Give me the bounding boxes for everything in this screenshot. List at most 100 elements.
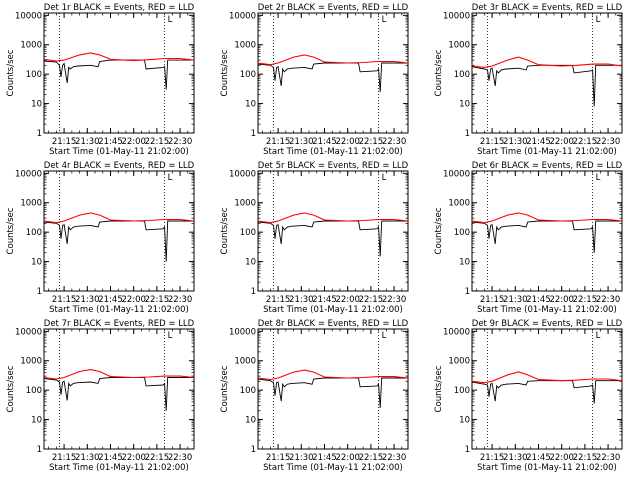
- y-tick-label: 10000: [443, 327, 470, 337]
- y-tick-label: 1: [465, 129, 470, 139]
- x-axis-label: Start Time (01-May-11 21:02:00): [49, 147, 189, 157]
- x-axis-label: Start Time (01-May-11 21:02:00): [49, 463, 189, 473]
- chart-panel-1: Det 1r BLACK = Events, RED = LLD 1 10 100 10…: [6, 3, 195, 157]
- x-tick-label: 21:30: [75, 295, 100, 305]
- y-tick-label: 10: [459, 416, 470, 426]
- y-tick-label: 10000: [229, 169, 256, 179]
- x-tick-label: 22:15: [573, 137, 598, 147]
- events-series-line: [471, 64, 622, 107]
- x-tick-label: 21:45: [526, 137, 551, 147]
- x-tick-label: 22:30: [382, 137, 407, 147]
- x-tick-label: 21:30: [503, 295, 528, 305]
- y-tick-label: 1: [37, 129, 42, 139]
- chart-panel-4: Det 4r BLACK = Events, RED = LLD 1 10 100 10…: [6, 161, 195, 315]
- plot-frame: [43, 328, 195, 450]
- x-tick-label: 22:30: [168, 453, 193, 463]
- chart-panel-5: Det 5r BLACK = Events, RED = LLD 1 10 100 10…: [220, 161, 409, 315]
- events-series-line: [43, 59, 194, 90]
- marker-label: L: [168, 331, 173, 341]
- events-series-line: [43, 220, 194, 262]
- chart-title: Det 7r BLACK = Events, RED = LLD: [44, 319, 195, 329]
- x-tick-label: 21:30: [503, 453, 528, 463]
- y-tick-label: 1: [465, 287, 470, 297]
- y-tick-label: 10000: [15, 169, 42, 179]
- chart-panel-7: Det 7r BLACK = Events, RED = LLD 1 10 100 10…: [6, 319, 195, 473]
- y-tick-label: 100: [454, 70, 470, 80]
- y-tick-label: 1000: [20, 199, 42, 209]
- x-tick-label: 22:15: [145, 453, 170, 463]
- y-tick-label: 1: [465, 445, 470, 455]
- x-tick-label: 21:15: [266, 137, 291, 147]
- y-tick-label: 1: [37, 445, 42, 455]
- x-tick-label: 21:45: [98, 295, 123, 305]
- y-axis-label: Counts/sec: [220, 365, 230, 412]
- chart-title: Det 8r BLACK = Events, RED = LLD: [258, 319, 409, 329]
- x-axis-label: Start Time (01-May-11 21:02:00): [263, 305, 403, 315]
- plot-frame: [471, 328, 623, 450]
- x-tick-label: 21:15: [52, 137, 77, 147]
- y-tick-label: 100: [454, 228, 470, 238]
- y-tick-label: 10: [31, 258, 42, 268]
- chart-panel-3: Det 3r BLACK = Events, RED = LLD 1 10 100 10…: [434, 3, 623, 157]
- y-tick-label: 1: [251, 287, 256, 297]
- marker-label: L: [596, 331, 601, 341]
- x-tick-label: 21:15: [266, 453, 291, 463]
- y-tick-label: 1000: [448, 357, 470, 367]
- y-tick-label: 10000: [229, 11, 256, 21]
- events-series-line: [257, 62, 408, 92]
- y-tick-label: 10000: [443, 11, 470, 21]
- lld-series-line: [471, 212, 623, 224]
- chart-title: Det 5r BLACK = Events, RED = LLD: [258, 161, 409, 171]
- x-tick-label: 21:30: [289, 453, 314, 463]
- x-tick-label: 21:45: [98, 453, 123, 463]
- y-tick-label: 100: [26, 386, 42, 396]
- x-axis-label: Start Time (01-May-11 21:02:00): [263, 147, 403, 157]
- marker-label: L: [382, 331, 387, 341]
- y-tick-label: 100: [26, 70, 42, 80]
- y-tick-label: 10000: [15, 327, 42, 337]
- lld-series-line: [43, 369, 195, 380]
- y-tick-label: 10: [245, 416, 256, 426]
- chart-panel-8: Det 8r BLACK = Events, RED = LLD 1 10 100 10…: [220, 319, 409, 473]
- chart-title: Det 4r BLACK = Events, RED = LLD: [44, 161, 195, 171]
- y-axis-label: Counts/sec: [6, 207, 16, 254]
- events-series-line: [471, 380, 622, 404]
- y-tick-label: 100: [240, 228, 256, 238]
- y-tick-label: 1: [251, 445, 256, 455]
- marker-label: L: [168, 173, 173, 183]
- marker-label: L: [596, 15, 601, 25]
- x-tick-label: 22:15: [573, 453, 598, 463]
- y-tick-label: 1000: [448, 41, 470, 51]
- x-tick-label: 21:30: [503, 137, 528, 147]
- y-tick-label: 10: [245, 258, 256, 268]
- events-series-line: [257, 377, 408, 408]
- y-tick-label: 10: [459, 258, 470, 268]
- x-tick-label: 21:30: [75, 137, 100, 147]
- x-tick-label: 22:30: [382, 295, 407, 305]
- chart-panel-2: Det 2r BLACK = Events, RED = LLD 1 10 100 10…: [220, 3, 409, 157]
- x-tick-label: 22:00: [121, 137, 146, 147]
- marker-label: L: [596, 173, 601, 183]
- x-tick-label: 21:15: [480, 295, 505, 305]
- plot-frame: [43, 170, 195, 292]
- x-tick-label: 22:15: [145, 137, 170, 147]
- y-tick-label: 100: [454, 386, 470, 396]
- x-tick-label: 21:45: [312, 137, 337, 147]
- x-axis-label: Start Time (01-May-11 21:02:00): [477, 147, 617, 157]
- x-tick-label: 22:00: [549, 137, 574, 147]
- y-axis-label: Counts/sec: [434, 207, 444, 254]
- x-tick-label: 22:15: [573, 295, 598, 305]
- x-tick-label: 22:00: [335, 295, 360, 305]
- lld-series-line: [257, 212, 409, 224]
- lld-series-line: [257, 54, 409, 66]
- y-tick-label: 10000: [15, 11, 42, 21]
- y-tick-label: 100: [240, 70, 256, 80]
- y-tick-label: 10000: [443, 169, 470, 179]
- y-tick-label: 1000: [20, 41, 42, 51]
- x-tick-label: 22:15: [145, 295, 170, 305]
- x-tick-label: 21:45: [98, 137, 123, 147]
- x-tick-label: 22:00: [335, 137, 360, 147]
- chart-title: Det 3r BLACK = Events, RED = LLD: [472, 3, 623, 13]
- y-axis-label: Counts/sec: [434, 49, 444, 96]
- y-axis-label: Counts/sec: [220, 49, 230, 96]
